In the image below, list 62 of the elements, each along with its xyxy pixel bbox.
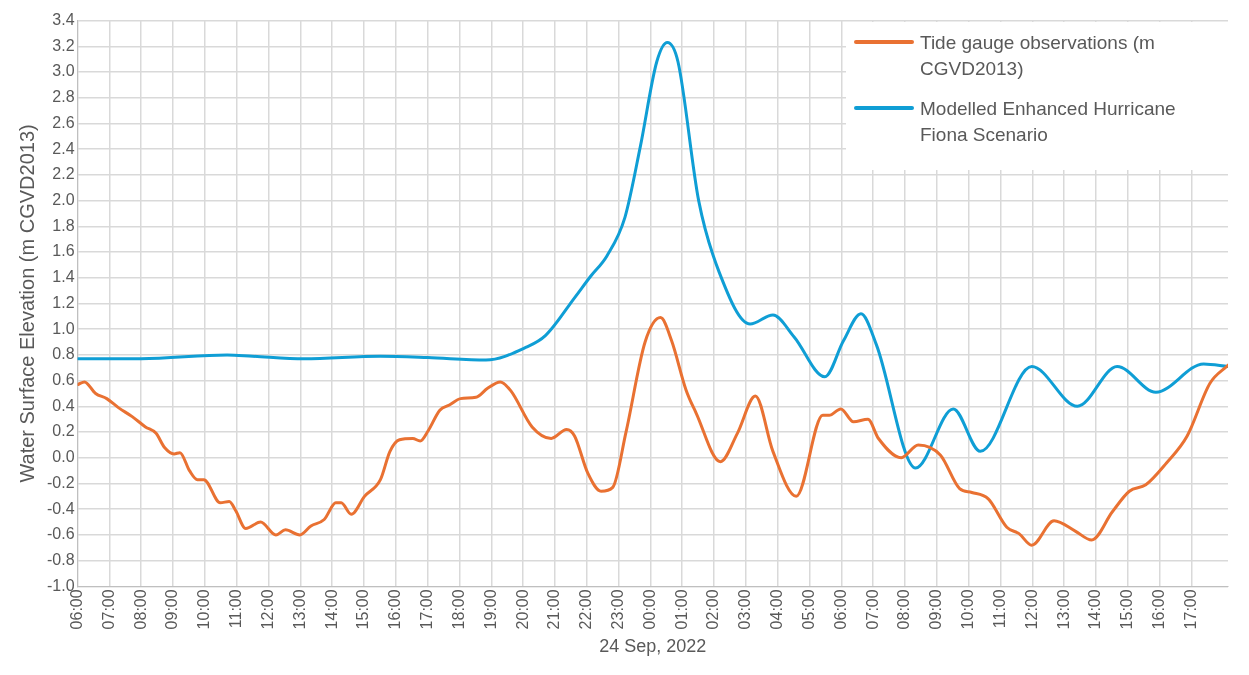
line-series bbox=[77, 316, 1228, 547]
y-tick-label: 0.8 bbox=[52, 345, 75, 363]
x-tick-label: 13:00 bbox=[1054, 589, 1072, 630]
y-axis-title: Water Surface Elevation (m CGVD2013) bbox=[15, 124, 38, 483]
y-tick-label: 1.0 bbox=[52, 319, 75, 337]
y-tick-label: 2.8 bbox=[52, 88, 75, 106]
x-tick-label: 13:00 bbox=[290, 589, 308, 630]
x-tick-label: 15:00 bbox=[1118, 589, 1136, 630]
legend-label: Tide gauge observations (m CGVD2013) bbox=[920, 31, 1156, 81]
y-tick-label: 2.4 bbox=[52, 139, 75, 157]
y-tick-label: 3.0 bbox=[52, 62, 75, 80]
x-tick-label: 01:00 bbox=[672, 589, 690, 630]
x-tick-label: 23:00 bbox=[608, 589, 626, 630]
x-tick-label: 21:00 bbox=[545, 589, 563, 630]
x-tick-label: 00:00 bbox=[640, 589, 658, 630]
x-tick-label: 16:00 bbox=[386, 589, 404, 630]
y-tick-label: 1.2 bbox=[52, 293, 75, 311]
x-tick-label: 05:00 bbox=[799, 589, 817, 630]
x-tick-label: 07:00 bbox=[863, 589, 881, 630]
y-tick-label: 2.0 bbox=[52, 191, 75, 209]
legend-label: Modelled Enhanced Hurricane Fiona Scenario bbox=[920, 97, 1177, 147]
x-tick-label: 20:00 bbox=[513, 589, 531, 630]
y-tick-label: 1.6 bbox=[52, 242, 75, 260]
x-tick-label: 04:00 bbox=[768, 589, 786, 630]
y-tick-label: 0.2 bbox=[52, 422, 75, 440]
y-tick-label: 2.6 bbox=[52, 113, 75, 131]
x-tick-label: 08:00 bbox=[131, 589, 149, 630]
y-tick-label: 2.2 bbox=[52, 165, 75, 183]
x-tick-label: 16:00 bbox=[1149, 589, 1167, 630]
y-tick-label: 1.8 bbox=[52, 216, 75, 234]
x-tick-label: 11:00 bbox=[227, 589, 245, 629]
x-tick-label: 18:00 bbox=[449, 589, 467, 630]
y-tick-label: -0.2 bbox=[46, 473, 75, 491]
x-axis-title: 24 Sep, 2022 bbox=[599, 636, 707, 657]
x-tick-label: 08:00 bbox=[895, 589, 913, 630]
x-tick-label: 14:00 bbox=[322, 589, 340, 630]
y-tick-label: 0.0 bbox=[52, 448, 75, 466]
x-tick-label: 11:00 bbox=[990, 589, 1008, 629]
x-tick-label: 17:00 bbox=[1181, 589, 1199, 630]
x-tick-label: 09:00 bbox=[163, 589, 181, 630]
y-tick-label: -0.4 bbox=[46, 499, 75, 517]
x-tick-label: 09:00 bbox=[927, 589, 945, 630]
x-tick-label: 10:00 bbox=[959, 589, 977, 630]
x-tick-label: 12:00 bbox=[258, 589, 276, 630]
x-tick-label: 14:00 bbox=[1086, 589, 1104, 630]
x-tick-label: 02:00 bbox=[704, 589, 722, 630]
y-tick-label: -0.8 bbox=[46, 551, 75, 569]
x-tick-label: 12:00 bbox=[1022, 589, 1040, 630]
x-tick-label: 22:00 bbox=[577, 589, 595, 630]
y-tick-label: 3.2 bbox=[52, 36, 75, 54]
x-tick-label: 06:00 bbox=[831, 589, 849, 630]
x-tick-label: 07:00 bbox=[99, 589, 117, 630]
x-tick-label: 17:00 bbox=[418, 589, 436, 630]
y-tick-label: -0.6 bbox=[46, 525, 75, 543]
y-tick-label: 0.6 bbox=[52, 371, 75, 389]
y-tick-label: 1.4 bbox=[52, 268, 75, 286]
x-tick-label: 15:00 bbox=[354, 589, 372, 630]
x-tick-label: 03:00 bbox=[736, 589, 754, 630]
x-tick-label: 10:00 bbox=[195, 589, 213, 630]
y-tick-label: 3.4 bbox=[52, 11, 75, 29]
x-tick-label: 19:00 bbox=[481, 589, 499, 630]
y-tick-label: 0.4 bbox=[52, 396, 75, 414]
